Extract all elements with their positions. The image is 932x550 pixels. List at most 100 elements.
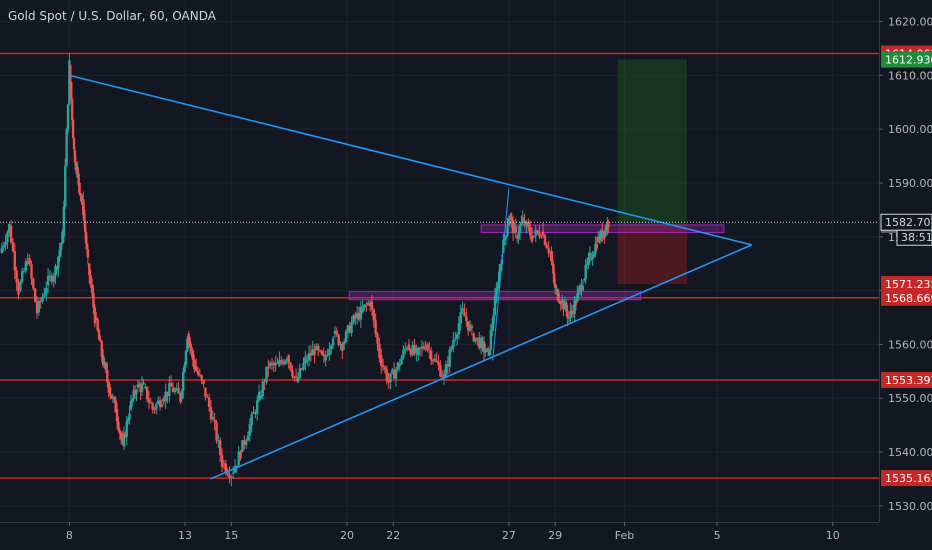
candle-body — [506, 226, 509, 236]
candle-body — [585, 263, 589, 265]
candle-body — [528, 226, 532, 236]
candle-body — [107, 382, 110, 393]
candle-body — [171, 387, 175, 393]
candle-body — [164, 391, 167, 402]
candle-body — [459, 311, 462, 324]
candle-body — [398, 364, 401, 366]
candle-body — [422, 346, 425, 349]
candle-body — [570, 310, 574, 312]
candle-body — [76, 166, 79, 174]
level-price-tag-bg — [881, 470, 932, 487]
candle-body — [93, 307, 97, 324]
candle-body — [136, 384, 140, 388]
candle-body — [435, 360, 438, 362]
candle-body — [71, 119, 75, 139]
candle-body — [302, 363, 305, 370]
candle-body — [11, 242, 15, 252]
candle-body — [547, 248, 550, 253]
candle-body — [270, 362, 274, 364]
candle-body — [180, 391, 184, 399]
candle-body — [115, 408, 119, 422]
candle-body — [72, 138, 76, 150]
candle-body — [598, 236, 601, 241]
candle-body — [322, 354, 326, 357]
candle-body — [70, 81, 73, 100]
candle-body — [80, 196, 83, 200]
candle-body — [248, 424, 252, 436]
candle-body — [187, 333, 190, 342]
candle-body — [2, 245, 5, 248]
candle-body — [472, 333, 475, 342]
candle-body — [230, 476, 233, 478]
candle-body — [328, 349, 331, 356]
candle-body — [293, 376, 296, 378]
candle-body — [409, 349, 413, 355]
candle-body — [428, 349, 431, 351]
candle-body — [431, 360, 435, 362]
candle-body — [15, 270, 18, 283]
candle-body — [110, 394, 113, 399]
candle-body — [256, 400, 259, 414]
candle-body — [142, 382, 145, 385]
candle-body — [441, 376, 444, 378]
candle-body — [99, 339, 102, 342]
countdown-tag-bg — [896, 229, 932, 246]
candle-body — [254, 412, 257, 414]
candle-body — [578, 285, 582, 289]
candle-body — [465, 316, 468, 322]
candle-body — [241, 440, 244, 453]
candle-body — [461, 308, 464, 312]
candle-body — [429, 350, 433, 361]
candle-body — [326, 355, 329, 357]
candle-body — [562, 301, 565, 310]
candle-body — [596, 236, 600, 243]
candle-body — [85, 243, 89, 250]
candle-body — [86, 249, 90, 258]
candle-body — [583, 279, 586, 281]
candle-body — [607, 222, 610, 228]
candle-body — [261, 381, 264, 396]
price-axis-panel — [879, 0, 932, 550]
candle-body — [272, 363, 276, 366]
candle-body — [540, 236, 543, 238]
candle-body — [194, 365, 198, 371]
candle-body — [263, 381, 266, 383]
time-tick-label: 27 — [502, 529, 516, 542]
candle-body — [296, 377, 300, 383]
candle-body — [418, 347, 422, 349]
candle-body — [162, 398, 165, 402]
candle-body — [348, 325, 351, 333]
candle-body — [37, 300, 41, 313]
candle-body — [559, 302, 562, 305]
candle-body — [553, 273, 556, 284]
candle-body — [497, 271, 501, 287]
current-price-tag: 1582.701 — [885, 216, 932, 229]
candle-body — [541, 231, 545, 236]
candle-body — [114, 399, 117, 413]
candle-body — [298, 368, 301, 378]
candle-body — [30, 264, 33, 279]
candle-body — [318, 350, 322, 352]
candle-body — [100, 341, 103, 357]
candle-body — [407, 344, 411, 350]
candle-body — [13, 251, 17, 271]
candle-body — [573, 300, 576, 315]
candle-body — [257, 392, 261, 401]
candle-body — [70, 99, 74, 120]
candle-body — [339, 343, 342, 345]
candle-body — [484, 351, 487, 353]
candle-body — [387, 380, 390, 383]
candle-body — [466, 321, 470, 331]
candle-body — [120, 433, 123, 440]
candle-body — [496, 286, 499, 289]
candle-body — [411, 344, 414, 355]
candle-body — [33, 288, 37, 303]
candle-body — [175, 388, 178, 391]
candle-body — [558, 300, 561, 303]
candle-body — [35, 302, 39, 314]
candle-body — [126, 419, 130, 422]
candle-body — [592, 253, 596, 257]
candle-body — [151, 403, 154, 410]
candle-body — [504, 235, 508, 239]
